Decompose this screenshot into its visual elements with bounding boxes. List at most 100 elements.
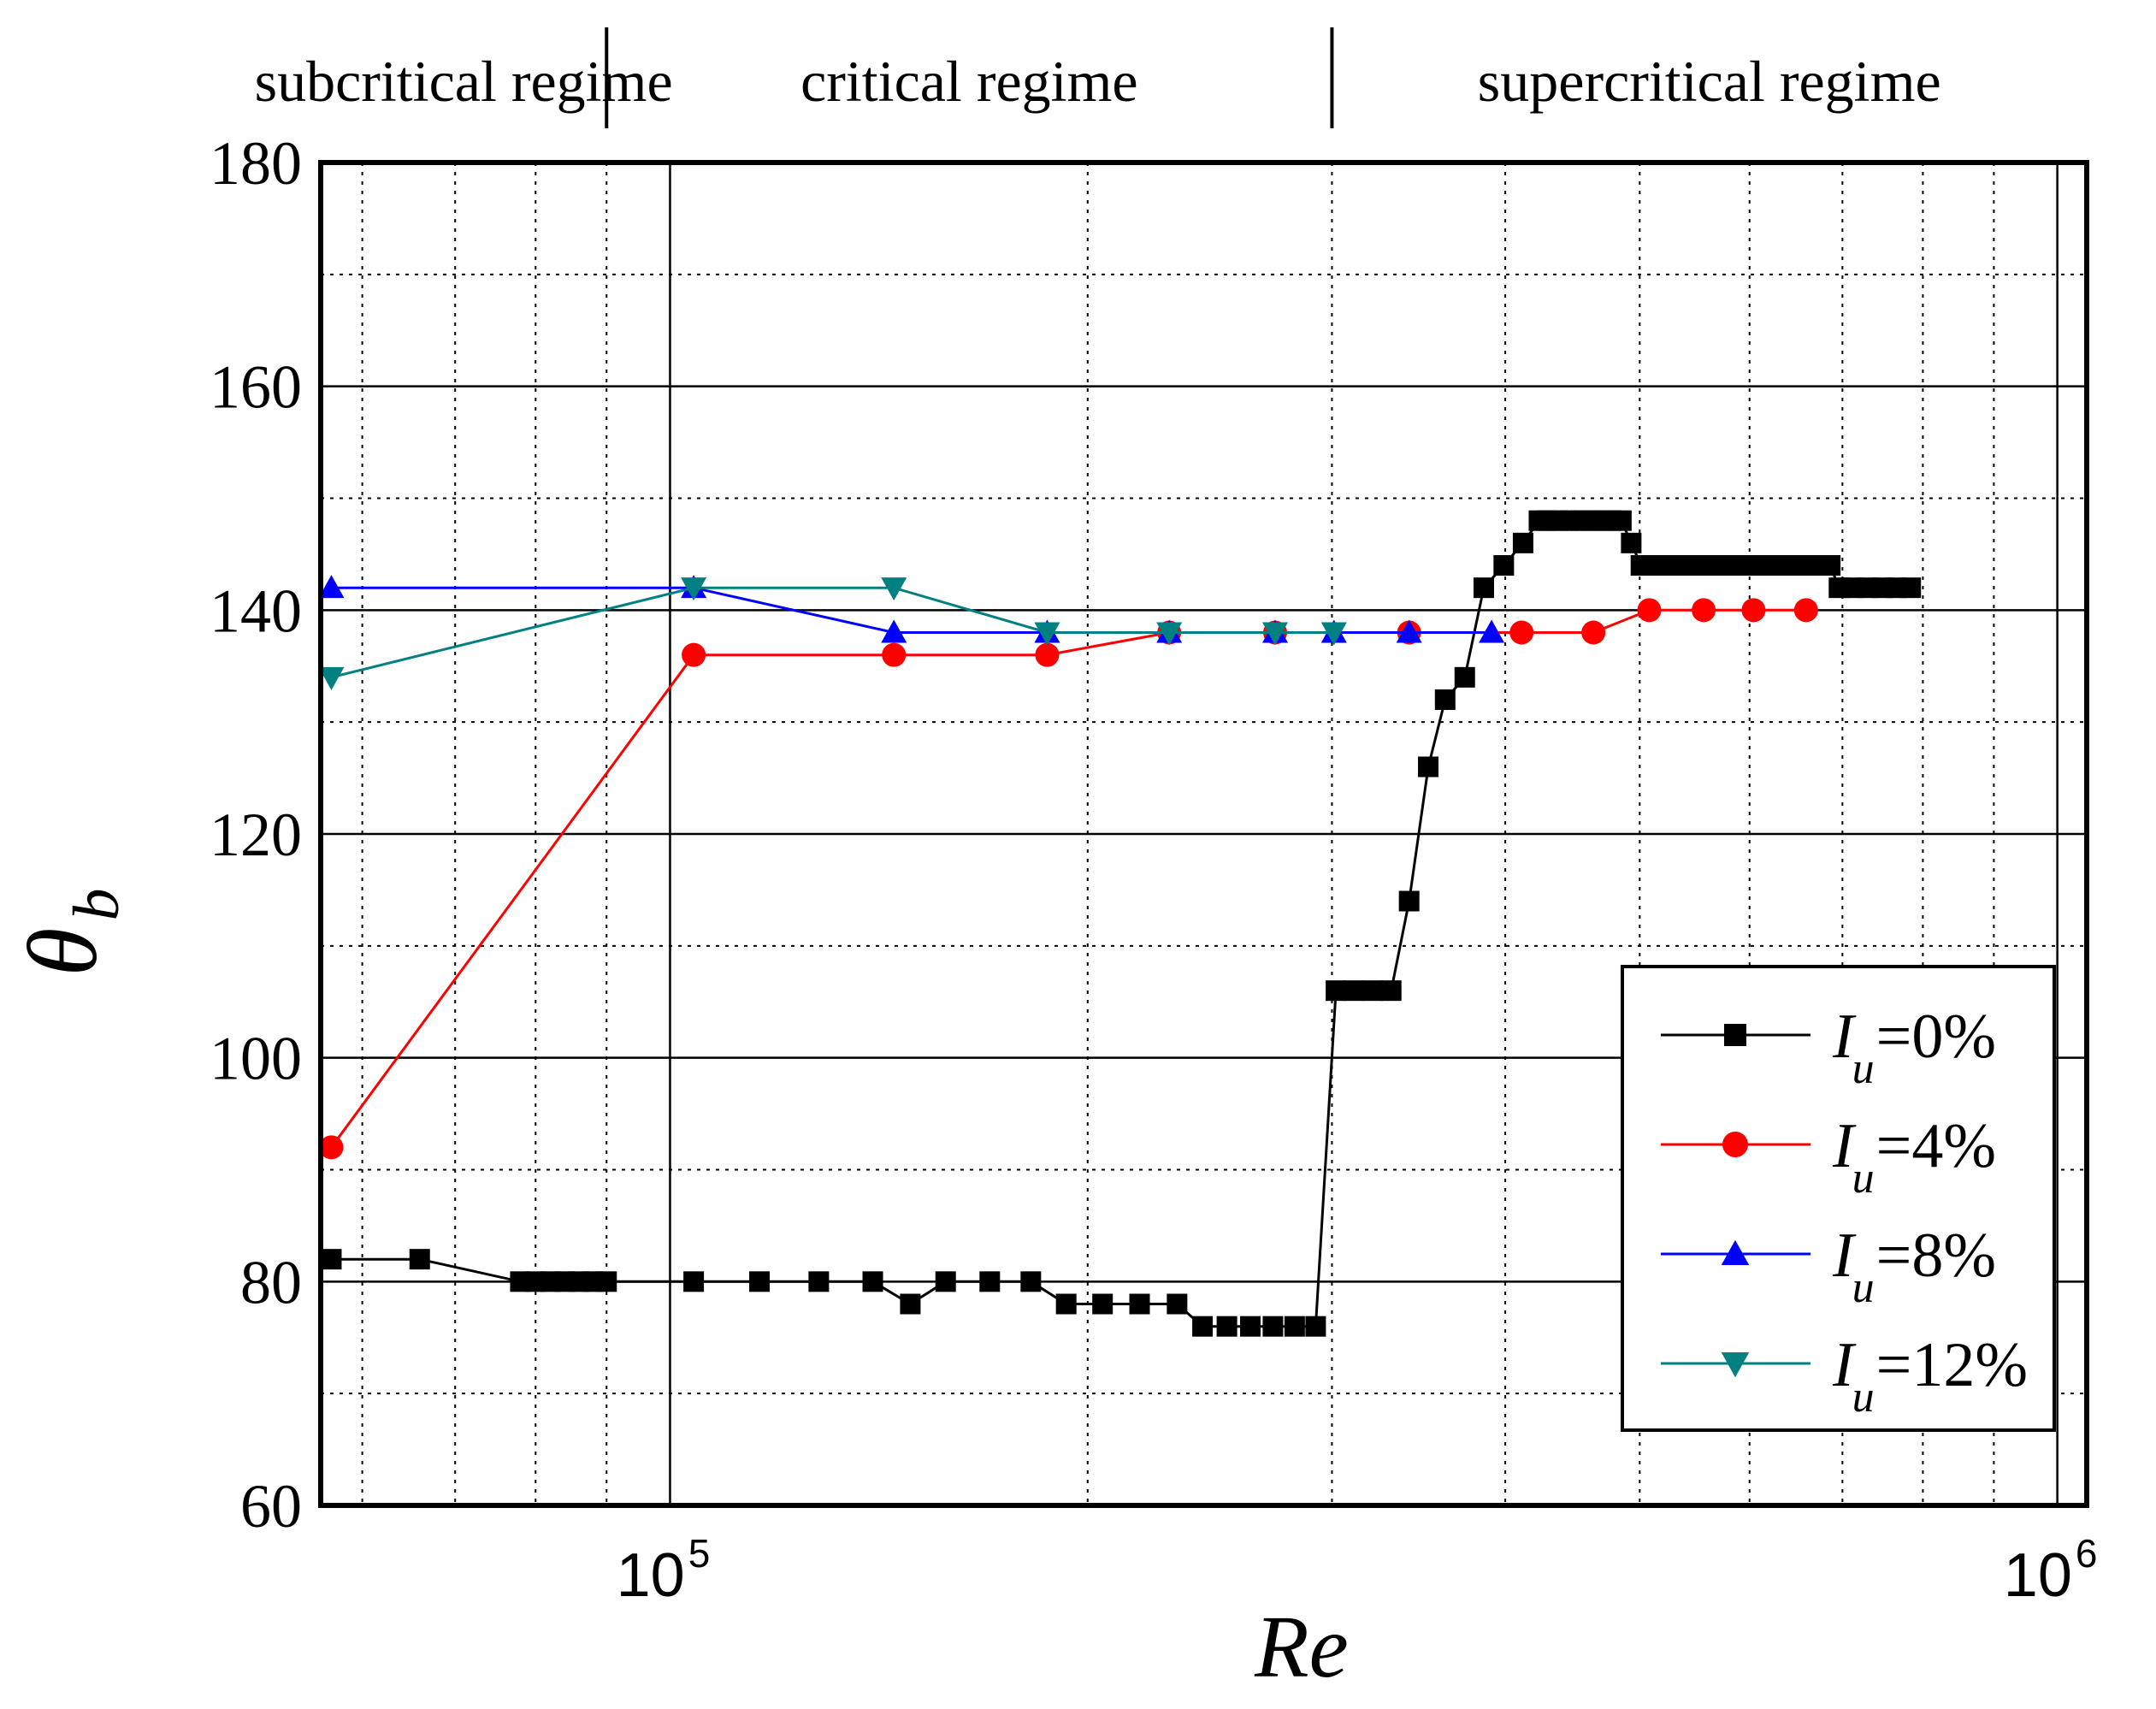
data-point-circle bbox=[319, 1135, 344, 1160]
legend-label-value: =0% bbox=[1876, 1002, 1996, 1072]
data-point-square bbox=[1418, 756, 1439, 778]
data-point-circle bbox=[1581, 620, 1606, 645]
data-point-square bbox=[1380, 980, 1402, 1002]
x-tick-exponent: 6 bbox=[2076, 1531, 2098, 1576]
plot-frame bbox=[318, 160, 2089, 1508]
legend-label: Iu=8% bbox=[1832, 1221, 1996, 1312]
data-point-square bbox=[1662, 555, 1683, 576]
data-point-square bbox=[1474, 577, 1495, 599]
regime-layer: subcritical regime critical regime supercr… bbox=[255, 27, 1941, 128]
data-point-square bbox=[1284, 1316, 1305, 1337]
series-line bbox=[331, 586, 1334, 679]
legend-label-value: =4% bbox=[1876, 1111, 1996, 1181]
y-axis-title: θb bbox=[9, 889, 133, 977]
data-point-square bbox=[808, 1271, 830, 1292]
data-point-triangle-down bbox=[318, 666, 345, 690]
data-point-circle bbox=[682, 642, 706, 667]
data-point-square bbox=[1020, 1271, 1042, 1292]
data-point-square bbox=[1092, 1293, 1113, 1315]
legend: Iu=0%Iu=4%Iu=8%Iu=12% bbox=[1621, 965, 2056, 1432]
x-tick-base: 10 bbox=[617, 1541, 685, 1610]
legend-label-symbol: I bbox=[1832, 1002, 1857, 1072]
legend-label: Iu=0% bbox=[1832, 1002, 1996, 1093]
data-point-square bbox=[935, 1271, 956, 1292]
data-point-square bbox=[596, 1271, 617, 1292]
data-point-triangle-up bbox=[1479, 619, 1505, 643]
y-tick-label: 120 bbox=[210, 801, 302, 869]
series-line bbox=[330, 608, 1806, 1149]
data-point-circle bbox=[1637, 598, 1662, 623]
data-point-square bbox=[900, 1293, 921, 1315]
data-point-square bbox=[1493, 555, 1515, 576]
regime-label: supercritical regime bbox=[1478, 49, 1941, 114]
data-point-square bbox=[1718, 555, 1740, 576]
x-tick-exponent: 5 bbox=[688, 1531, 711, 1576]
data-point-square bbox=[1454, 666, 1475, 688]
data-point-triangle-down bbox=[881, 577, 907, 601]
legend-label-subscript: u bbox=[1852, 1373, 1875, 1422]
legend-label-symbol: I bbox=[1832, 1221, 1857, 1291]
series-layer bbox=[318, 510, 1922, 1337]
x-tick-label: 106 bbox=[2004, 1531, 2098, 1610]
y-tick-label: 140 bbox=[210, 577, 302, 645]
legend-label-symbol: I bbox=[1832, 1111, 1857, 1181]
data-point-circle bbox=[1509, 620, 1534, 645]
data-point-circle bbox=[1692, 598, 1716, 623]
data-point-square bbox=[409, 1249, 430, 1270]
data-point-square bbox=[1820, 555, 1841, 576]
data-point-square bbox=[1326, 980, 1347, 1002]
regime-label: subcritical regime bbox=[255, 49, 673, 114]
data-point-square bbox=[1900, 577, 1922, 599]
legend-label-subscript: u bbox=[1852, 1263, 1875, 1312]
y-tick-label: 60 bbox=[240, 1472, 302, 1540]
legend-entry: Iu=8% bbox=[1661, 1221, 1996, 1312]
data-point-triangle-down bbox=[1261, 622, 1288, 646]
x-tick-base: 10 bbox=[2004, 1541, 2072, 1610]
data-point-square bbox=[979, 1271, 1001, 1292]
data-point-square bbox=[1129, 1293, 1150, 1315]
legend-entry: Iu=12% bbox=[1661, 1330, 2028, 1422]
series-I_u=4% bbox=[319, 598, 1818, 1160]
y-tick-label: 180 bbox=[210, 129, 302, 198]
regime-label: critical regime bbox=[800, 49, 1138, 114]
data-point-square bbox=[1262, 1316, 1284, 1337]
data-point-square bbox=[1724, 1024, 1746, 1046]
data-point-square bbox=[1754, 555, 1775, 576]
data-point-square bbox=[1167, 1293, 1188, 1315]
data-point-square bbox=[1398, 890, 1420, 912]
data-point-triangle-up bbox=[1721, 1239, 1750, 1265]
legend-label-value: =12% bbox=[1876, 1330, 2028, 1400]
data-point-circle bbox=[1035, 642, 1060, 667]
data-point-square bbox=[1736, 555, 1757, 576]
data-point-square bbox=[321, 1249, 342, 1270]
data-point-triangle-up bbox=[1396, 619, 1422, 643]
data-point-circle bbox=[1741, 598, 1766, 623]
data-point-circle bbox=[882, 642, 907, 667]
data-point-square bbox=[1512, 532, 1533, 553]
legend-label-value: =8% bbox=[1876, 1221, 1996, 1291]
data-point-triangle-up bbox=[318, 575, 345, 599]
data-point-square bbox=[1343, 980, 1364, 1002]
data-point-square bbox=[1055, 1293, 1077, 1315]
y-tick-label: 160 bbox=[210, 353, 302, 422]
data-point-triangle-down bbox=[1320, 622, 1347, 646]
x-tick-label: 105 bbox=[617, 1531, 711, 1610]
data-point-square bbox=[1434, 689, 1456, 710]
data-point-square bbox=[1681, 555, 1703, 576]
data-point-square bbox=[862, 1271, 883, 1292]
legend-box bbox=[1621, 965, 2056, 1432]
data-point-circle bbox=[1793, 598, 1818, 623]
y-tick-label: 100 bbox=[210, 1025, 302, 1093]
data-point-square bbox=[1216, 1316, 1237, 1337]
data-point-square bbox=[1700, 555, 1722, 576]
data-point-square bbox=[1192, 1316, 1214, 1337]
y-axis-title-subscript: b bbox=[61, 889, 133, 921]
data-point-square bbox=[1621, 532, 1642, 553]
data-point-triangle-down bbox=[1034, 622, 1060, 646]
series-I_u=0% bbox=[321, 510, 1922, 1337]
legend-entry: Iu=4% bbox=[1661, 1111, 1996, 1203]
data-point-square bbox=[1610, 510, 1632, 531]
data-point-square bbox=[749, 1271, 771, 1292]
legend-entry: Iu=0% bbox=[1661, 1002, 1996, 1093]
